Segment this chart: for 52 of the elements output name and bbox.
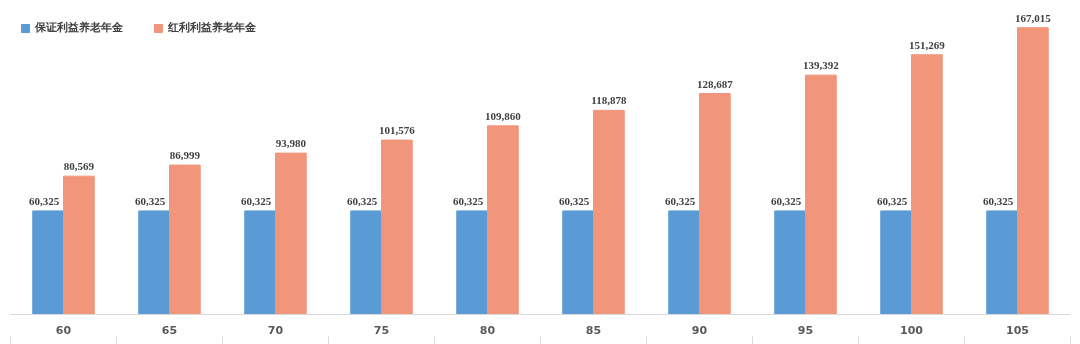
bar [774, 210, 806, 315]
bar [350, 210, 382, 315]
bar [911, 54, 943, 315]
bar [1017, 27, 1049, 315]
bar [805, 74, 837, 315]
data-label: 167,015 [1014, 11, 1052, 24]
x-tick-label: 90 [691, 323, 708, 337]
x-tick-label: 85 [585, 323, 602, 337]
data-label: 60,325 [771, 194, 802, 207]
bar [456, 210, 488, 315]
bar [593, 109, 625, 315]
bar [562, 210, 594, 315]
data-label: 93,980 [275, 137, 307, 150]
x-tick-label: 105 [1006, 323, 1029, 337]
data-label: 151,269 [908, 38, 946, 51]
data-label: 109,860 [484, 109, 522, 122]
bar [668, 210, 700, 315]
legend-label: 保证利益养老年金 [35, 20, 123, 35]
bar [138, 210, 170, 315]
bar [986, 210, 1018, 315]
bar [487, 125, 519, 315]
data-label: 60,325 [665, 194, 696, 207]
bar [32, 210, 64, 315]
data-label: 80,569 [63, 160, 95, 173]
data-label: 60,325 [453, 194, 484, 207]
data-label: 60,325 [241, 194, 272, 207]
x-tick-label: 95 [797, 323, 814, 337]
x-tick-label: 100 [900, 323, 924, 337]
data-label: 60,325 [29, 194, 60, 207]
data-label: 60,325 [983, 194, 1014, 207]
legend-label: 红利利益养老年金 [168, 20, 256, 35]
data-label: 86,999 [169, 149, 201, 162]
data-label: 101,576 [378, 124, 416, 137]
bar [169, 164, 201, 315]
bar [63, 175, 95, 315]
data-label: 139,392 [802, 59, 840, 72]
x-tick-label: 70 [267, 323, 284, 337]
data-label: 128,687 [696, 77, 734, 90]
bar [880, 210, 912, 315]
bar [275, 152, 307, 315]
x-tick-label: 75 [373, 323, 390, 337]
x-tick-label: 80 [479, 323, 496, 337]
bar [699, 93, 731, 315]
data-label: 60,325 [135, 194, 166, 207]
bar [381, 139, 413, 315]
data-label: 60,325 [559, 194, 590, 207]
data-label: 60,325 [347, 194, 378, 207]
x-tick-label: 65 [161, 323, 178, 337]
data-label: 118,878 [591, 94, 627, 107]
bar [244, 210, 276, 315]
data-label: 60,325 [877, 194, 908, 207]
x-tick-label: 60 [55, 323, 72, 337]
